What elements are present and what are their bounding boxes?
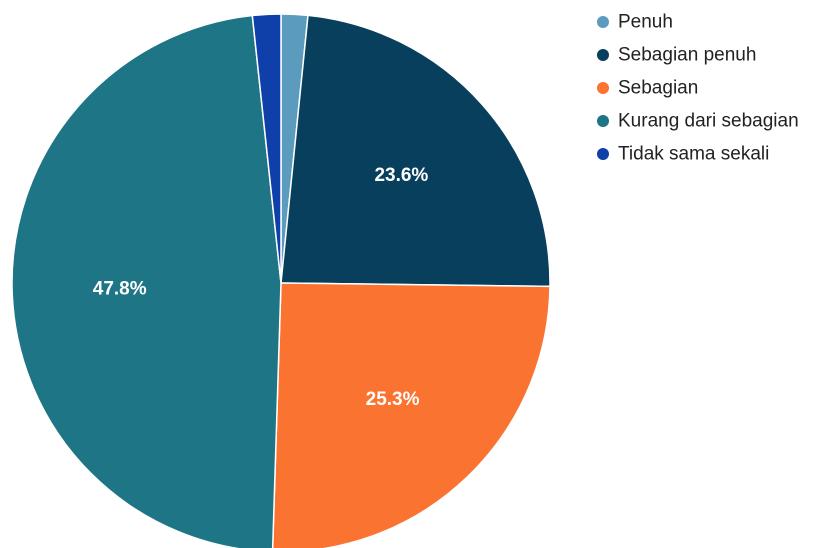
legend-marker-sebagian-penuh — [597, 49, 609, 61]
pie-slice-labels: 23.6% 25.3% 47.8% — [93, 165, 429, 410]
pie-slice-sebagian-penuh — [280, 14, 551, 288]
data-label-kurang-dari-sebagian: 47.8% — [93, 279, 147, 300]
pie-slice-sebagian — [271, 282, 551, 548]
legend-label-kurang-dari-sebagian: Kurang dari sebagian — [618, 111, 799, 132]
pie-slice-kurang-dari-sebagian — [11, 14, 282, 548]
legend-marker-kurang-dari-sebagian — [597, 115, 609, 127]
legend-marker-sebagian — [597, 82, 609, 94]
data-label-sebagian-penuh: 23.6% — [374, 165, 428, 186]
legend-label-tidak-sama-sekali: Tidak sama sekali — [618, 144, 769, 165]
legend-marker-penuh — [597, 16, 609, 28]
pie-slices — [11, 13, 551, 548]
pie-slice-tidak-sama-sekali — [251, 13, 282, 284]
legend-label-sebagian: Sebagian — [618, 78, 698, 99]
chart-legend: Penuh Sebagian penuh Sebagian Kurang dari s… — [597, 12, 799, 165]
legend-marker-tidak-sama-sekali — [597, 148, 609, 160]
legend-label-penuh: Penuh — [618, 12, 673, 33]
data-label-sebagian: 25.3% — [366, 389, 420, 410]
legend-label-sebagian-penuh: Sebagian penuh — [618, 45, 756, 66]
